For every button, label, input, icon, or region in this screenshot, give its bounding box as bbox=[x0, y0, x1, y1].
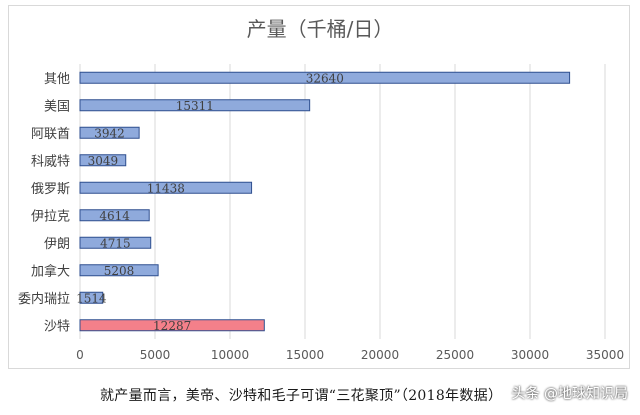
category-label: 伊朗 bbox=[44, 237, 70, 252]
x-tick-label: 5000 bbox=[140, 348, 171, 362]
category-label: 加拿大 bbox=[31, 263, 70, 279]
caption-text: 就产量而言，美帝、沙特和毛子可谓“三花聚顶”（2018年数据） bbox=[100, 388, 503, 404]
x-tick-labels: 0 5000 10000 15000 20000 25000 30000 35000 bbox=[76, 348, 624, 362]
bar-7 bbox=[79, 264, 159, 277]
category-label: 俄罗斯 bbox=[31, 182, 70, 197]
x-tick-label: 30000 bbox=[511, 348, 549, 362]
bar-4 bbox=[79, 181, 253, 194]
data-labels: 32640 15311 3942 3049 11438 4614 4715 5208 1514 1… bbox=[76, 71, 344, 333]
data-label: 4614 bbox=[99, 209, 130, 223]
bar-2 bbox=[79, 126, 140, 139]
bar-9 bbox=[79, 319, 265, 332]
x-tick-label: 0 bbox=[76, 348, 84, 362]
category-label: 阿联酋 bbox=[31, 126, 70, 142]
x-tick-label: 25000 bbox=[436, 348, 474, 362]
bar-1 bbox=[79, 99, 311, 112]
data-label: 1514 bbox=[76, 291, 107, 305]
watermark-text: 头条 @地球知识局 bbox=[511, 386, 628, 402]
bars bbox=[79, 71, 571, 332]
chart-frame: 产量（千桶/日） 其他美国阿联酋科威特俄罗斯伊拉克伊朗加拿大委内瑞拉沙特 0 50… bbox=[8, 5, 630, 369]
bar-8 bbox=[79, 291, 104, 304]
x-tick-label: 10000 bbox=[211, 348, 249, 362]
x-tick-label: 20000 bbox=[361, 348, 399, 362]
x-tick-label: 35000 bbox=[586, 348, 624, 362]
bar-0 bbox=[79, 71, 571, 84]
bar-5 bbox=[79, 209, 150, 222]
data-label: 12287 bbox=[153, 319, 191, 333]
data-label: 15311 bbox=[176, 99, 214, 113]
data-label: 5208 bbox=[104, 264, 135, 278]
category-label: 其他 bbox=[44, 72, 70, 87]
x-tick-label: 15000 bbox=[286, 348, 324, 362]
bar-6 bbox=[79, 236, 152, 249]
bar-3 bbox=[79, 154, 127, 167]
category-label: 委内瑞拉 bbox=[18, 291, 70, 307]
data-label: 4715 bbox=[100, 236, 131, 250]
data-label: 32640 bbox=[306, 71, 344, 85]
data-label: 3049 bbox=[88, 154, 119, 168]
category-label: 科威特 bbox=[31, 154, 70, 169]
category-label: 美国 bbox=[44, 99, 70, 114]
data-label: 3942 bbox=[94, 126, 125, 140]
category-label: 伊拉克 bbox=[31, 209, 70, 224]
category-label: 沙特 bbox=[44, 319, 70, 334]
data-label: 11438 bbox=[147, 181, 185, 195]
chart-title: 产量（千桶/日） bbox=[247, 17, 394, 41]
